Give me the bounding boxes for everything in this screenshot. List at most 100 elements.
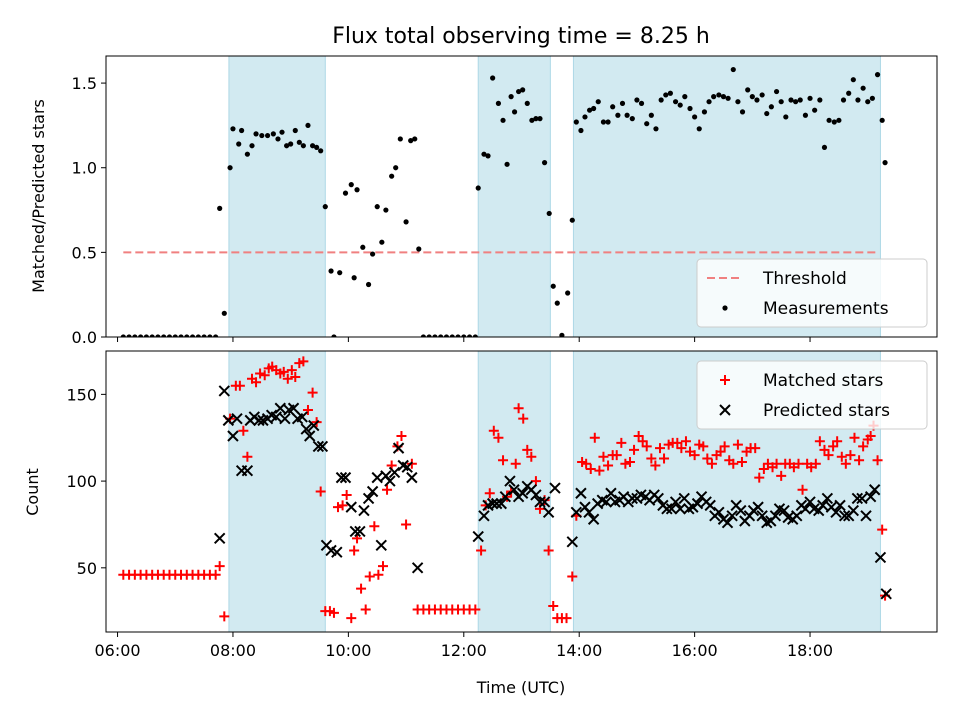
legend-counts: Matched stars Predicted stars (697, 361, 927, 429)
data-point (582, 114, 587, 119)
shaded-span (478, 56, 550, 337)
data-point (663, 92, 668, 97)
data-point (754, 97, 759, 102)
data-point (826, 118, 831, 123)
data-point (383, 207, 388, 212)
data-point (882, 160, 887, 165)
data-point (870, 96, 875, 101)
data-point (605, 119, 610, 124)
data-point (412, 136, 417, 141)
data-point (735, 99, 740, 104)
data-point (504, 162, 509, 167)
y-tick-label: 50 (77, 559, 97, 578)
y-tick-label: 150 (66, 385, 97, 404)
data-point (366, 282, 371, 287)
data-point (393, 165, 398, 170)
data-point (740, 109, 745, 114)
data-point (279, 130, 284, 135)
data-point (692, 114, 697, 119)
data-point (551, 284, 556, 289)
data-point (682, 94, 687, 99)
data-point (239, 128, 244, 133)
data-point (846, 91, 851, 96)
data-point (343, 191, 348, 196)
data-point (659, 97, 664, 102)
data-point (370, 251, 375, 256)
y-tick-label: 1.0 (72, 159, 97, 178)
x-tick-label: 12:00 (441, 641, 487, 660)
data-point (875, 72, 880, 77)
data-point (570, 218, 575, 223)
data-point (512, 109, 517, 114)
data-point (249, 143, 254, 148)
data-point (764, 111, 769, 116)
data-point (318, 148, 323, 153)
data-point (416, 246, 421, 251)
data-point (803, 113, 808, 118)
data-point (817, 97, 822, 102)
data-point (265, 133, 270, 138)
data-point (217, 206, 222, 211)
data-point (678, 102, 683, 107)
data-point (716, 92, 721, 97)
data-point (836, 118, 841, 123)
data-point (812, 108, 817, 113)
data-point (314, 145, 319, 150)
x-tick-label: 10:00 (325, 641, 371, 660)
data-point (591, 106, 596, 111)
x-tick-label: 14:00 (556, 641, 602, 660)
y-tick-label: 100 (66, 472, 97, 491)
data-point (537, 116, 542, 121)
data-point (697, 126, 702, 131)
data-point (822, 145, 827, 150)
x-tick-label: 16:00 (672, 641, 718, 660)
data-point (649, 113, 654, 118)
data-point (476, 185, 481, 190)
data-point (861, 86, 866, 91)
data-point (673, 99, 678, 104)
data-point (305, 123, 310, 128)
y-tick-label: 1.5 (72, 74, 97, 93)
x-tick-label: 06:00 (94, 641, 140, 660)
data-point (379, 240, 384, 245)
data-point (779, 99, 784, 104)
y-axis-label-count: Count (23, 468, 42, 516)
data-point (222, 311, 227, 316)
data-point (227, 165, 232, 170)
legend-ratio: ThresholdMeasurements (697, 259, 927, 327)
data-point (841, 97, 846, 102)
data-point (639, 101, 644, 106)
data-point (297, 140, 302, 145)
data-point (760, 92, 765, 97)
data-point (574, 119, 579, 124)
x-tick-label: 18:00 (787, 641, 833, 660)
data-point (687, 106, 692, 111)
data-point (293, 128, 298, 133)
data-point (253, 131, 258, 136)
data-point (271, 131, 276, 136)
data-point (630, 116, 635, 121)
data-point (634, 97, 639, 102)
legend-label: Matched stars (763, 371, 883, 391)
data-point (547, 211, 552, 216)
data-point (644, 121, 649, 126)
data-point (807, 96, 812, 101)
data-point (525, 101, 530, 106)
data-point (485, 153, 490, 158)
legend-label: Measurements (763, 299, 889, 319)
data-point (565, 290, 570, 295)
data-point (610, 104, 615, 109)
data-point (620, 101, 625, 106)
data-point (496, 101, 501, 106)
data-point (793, 99, 798, 104)
data-point (360, 245, 365, 250)
data-point (596, 99, 601, 104)
data-point (490, 75, 495, 80)
data-point (625, 113, 630, 118)
legend-label: Predicted stars (763, 401, 890, 421)
data-point (236, 141, 241, 146)
x-axis-label: Time (UTC) (476, 678, 565, 697)
data-point (702, 109, 707, 114)
